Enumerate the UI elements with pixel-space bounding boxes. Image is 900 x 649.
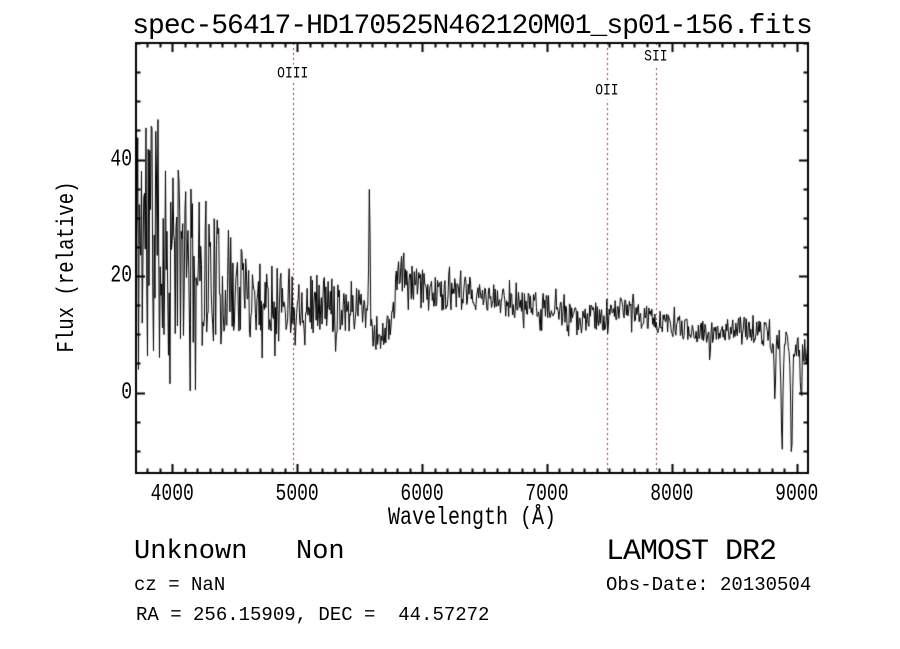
- x-tick-label: 7000: [525, 481, 569, 508]
- ra-dec-text: RA = 256.15909, DEC = 44.57272: [136, 604, 490, 626]
- x-tick-label: 8000: [650, 481, 694, 508]
- obs-date-text: Obs-Date: 20130504: [606, 574, 812, 596]
- spectral-line-label-oii: OII: [594, 81, 620, 100]
- cz-value-text: cz = NaN: [134, 574, 226, 596]
- x-axis-label: Wavelength (Å): [387, 504, 557, 533]
- spectral-line-label-oiii: OIII: [276, 64, 310, 83]
- y-tick-label: 20: [110, 262, 132, 290]
- classification-text: Unknown Non: [134, 537, 345, 567]
- spectral-line-label-sii: SII: [643, 47, 669, 66]
- x-tick-label: 5000: [275, 481, 319, 508]
- plot-title: spec-56417-HD170525N462120M01_sp01-156.f…: [132, 11, 813, 42]
- y-tick-label: 40: [110, 146, 132, 174]
- x-tick-label: 6000: [400, 481, 444, 508]
- x-tick-label: 4000: [150, 481, 194, 508]
- survey-release-text: LAMOST DR2: [606, 535, 777, 569]
- y-tick-label: 0: [121, 379, 132, 407]
- x-tick-label: 9000: [775, 481, 819, 508]
